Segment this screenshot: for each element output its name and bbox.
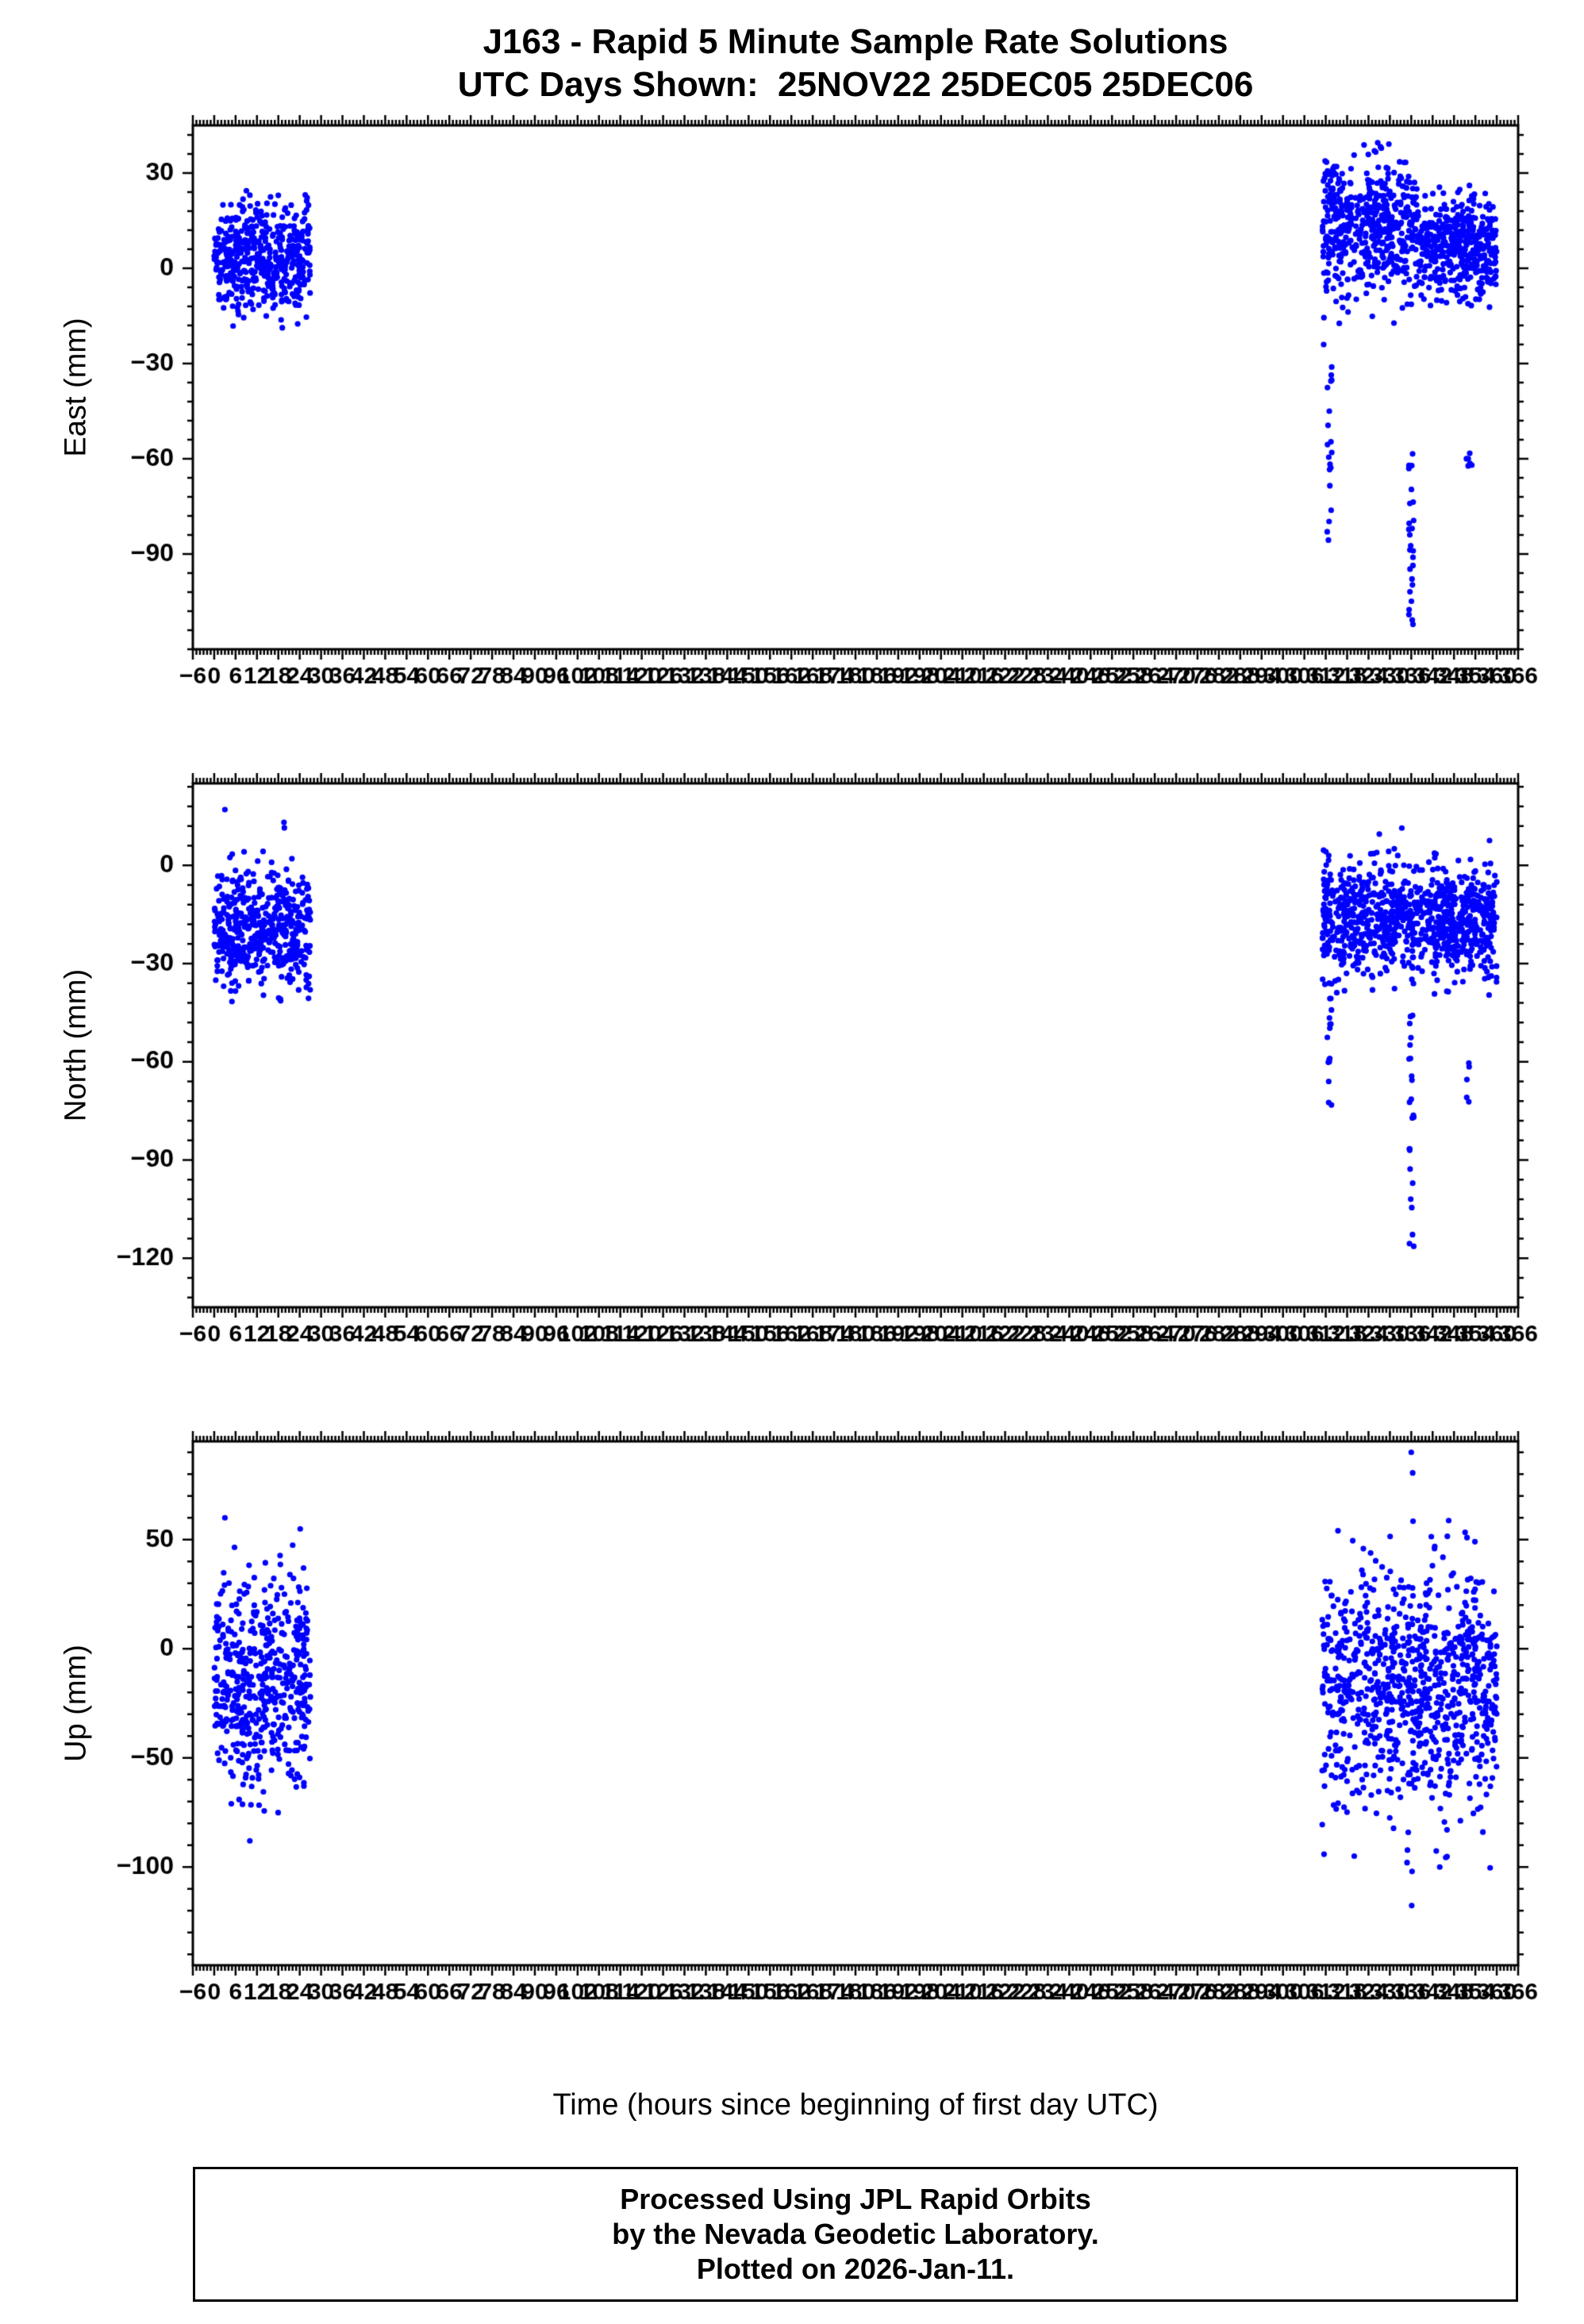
chart-title: J163 - Rapid 5 Minute Sample Rate Soluti… bbox=[483, 22, 1228, 61]
east-panel: East (mm) bbox=[0, 114, 1584, 721]
north-panel: North (mm) bbox=[0, 772, 1584, 1379]
up-panel: Up (mm) bbox=[0, 1430, 1584, 2037]
up-plot-canvas bbox=[0, 1430, 1584, 2037]
footer-line-2: by the Nevada Geodetic Laboratory. bbox=[612, 2218, 1099, 2250]
north-plot-canvas bbox=[0, 772, 1584, 1379]
footer-box: Processed Using JPL Rapid Orbits by the … bbox=[193, 2167, 1518, 2302]
x-axis-label: Time (hours since beginning of first day… bbox=[552, 2088, 1159, 2122]
east-plot-canvas bbox=[0, 114, 1584, 721]
footer-line-3: Plotted on 2026-Jan-11. bbox=[696, 2253, 1015, 2285]
north-axis-label: North (mm) bbox=[59, 968, 93, 1122]
east-axis-label: East (mm) bbox=[59, 317, 93, 457]
chart-header: J163 - Rapid 5 Minute Sample Rate Soluti… bbox=[193, 0, 1518, 106]
up-axis-label: Up (mm) bbox=[59, 1645, 93, 1762]
footer-line-1: Processed Using JPL Rapid Orbits bbox=[620, 2183, 1091, 2215]
chart-subtitle: UTC Days Shown: 25NOV22 25DEC05 25DEC06 bbox=[457, 65, 1254, 104]
